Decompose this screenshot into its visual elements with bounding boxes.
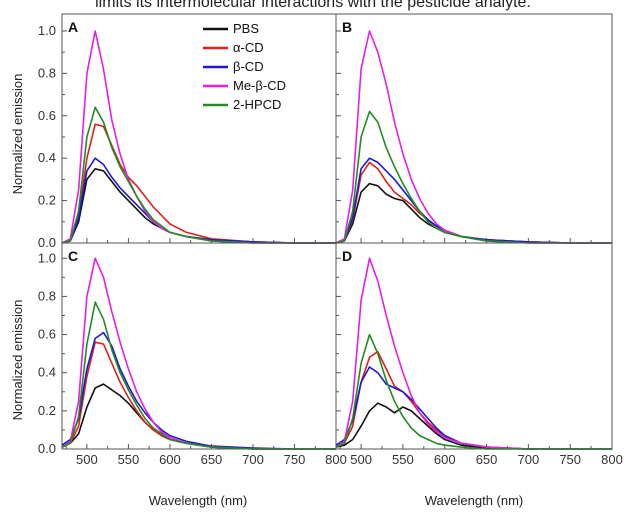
x-tick-label: 800 bbox=[325, 452, 347, 467]
panel-b-letter: B bbox=[342, 19, 352, 35]
x-tick-label: 550 bbox=[392, 452, 414, 467]
panel-d-frame bbox=[335, 242, 613, 450]
legend-label: Me-β-CD bbox=[233, 78, 286, 93]
panel-b-frame bbox=[335, 13, 613, 244]
panel-b-series-me-cd bbox=[335, 30, 612, 244]
panel-a-series-2-hpcd bbox=[61, 106, 336, 244]
y-tick-label: 1.0 bbox=[38, 23, 56, 38]
y-tick-label: 0.2 bbox=[38, 403, 56, 418]
y-axis-label-bottom: Normalized emission bbox=[10, 300, 25, 421]
panel-d-series-cd bbox=[335, 366, 612, 450]
panel-c-series-cd bbox=[61, 331, 336, 450]
y-axis-label-top: Normalized emission bbox=[10, 74, 25, 195]
y-tick-label: 0.4 bbox=[38, 150, 56, 165]
panel-a-letter: A bbox=[68, 19, 78, 35]
x-tick-label: 500 bbox=[76, 452, 98, 467]
panel-d-letter: D bbox=[342, 248, 352, 264]
x-tick-label: 700 bbox=[242, 452, 264, 467]
x-axis-label-left: Wavelength (nm) bbox=[149, 493, 248, 508]
x-tick-label: 650 bbox=[201, 452, 223, 467]
y-tick-label: 0.8 bbox=[38, 288, 56, 303]
x-tick-label: 700 bbox=[518, 452, 540, 467]
panel-d-series-2-hpcd bbox=[335, 333, 612, 450]
panel-c-frame bbox=[61, 242, 337, 450]
y-tick-label: 0.0 bbox=[38, 235, 56, 250]
panel-d-series-cd bbox=[335, 350, 612, 450]
panel-b-series-2-hpcd bbox=[335, 110, 612, 244]
panel-b-series-cd bbox=[335, 161, 612, 244]
panel-c-series-2-hpcd bbox=[61, 301, 336, 450]
y-tick-label: 0.6 bbox=[38, 327, 56, 342]
y-tick-label: 1.0 bbox=[38, 250, 56, 265]
legend-label: β-CD bbox=[233, 59, 264, 74]
panel-a-series-cd bbox=[61, 123, 336, 244]
x-tick-label: 750 bbox=[284, 452, 306, 467]
panel-c-series-cd bbox=[61, 341, 336, 450]
panel-a-series-pbs bbox=[61, 168, 336, 244]
legend-label: 2-HPCD bbox=[233, 97, 281, 112]
y-tick-label: 0.2 bbox=[38, 193, 56, 208]
panel-a-series-me-cd bbox=[61, 30, 336, 244]
panel-d-series-pbs bbox=[335, 402, 612, 450]
x-tick-label: 600 bbox=[159, 452, 181, 467]
x-tick-label: 550 bbox=[118, 452, 140, 467]
x-tick-label: 500 bbox=[350, 452, 372, 467]
y-tick-label: 0.0 bbox=[38, 441, 56, 456]
x-tick-label: 750 bbox=[559, 452, 581, 467]
x-tick-label: 650 bbox=[476, 452, 498, 467]
x-axis-label-right: Wavelength (nm) bbox=[425, 493, 524, 508]
panel-a-series-cd bbox=[61, 157, 336, 244]
panel-b-series-cd bbox=[335, 157, 612, 244]
legend-label: PBS bbox=[233, 21, 259, 36]
legend-label: α-CD bbox=[233, 40, 264, 55]
x-tick-label: 600 bbox=[434, 452, 456, 467]
x-tick-label: 800 bbox=[601, 452, 623, 467]
y-tick-label: 0.4 bbox=[38, 365, 56, 380]
panel-c-series-pbs bbox=[61, 383, 336, 450]
panel-c-letter: C bbox=[68, 248, 78, 264]
figure-caption: limits its intermolecular interactions w… bbox=[95, 0, 531, 11]
panel-d-series-me-cd bbox=[335, 257, 612, 450]
y-tick-label: 0.8 bbox=[38, 65, 56, 80]
panel-c-series-me-cd bbox=[61, 257, 336, 450]
panel-a-frame bbox=[61, 13, 337, 244]
y-tick-label: 0.6 bbox=[38, 108, 56, 123]
panel-b-series-pbs bbox=[335, 182, 612, 244]
